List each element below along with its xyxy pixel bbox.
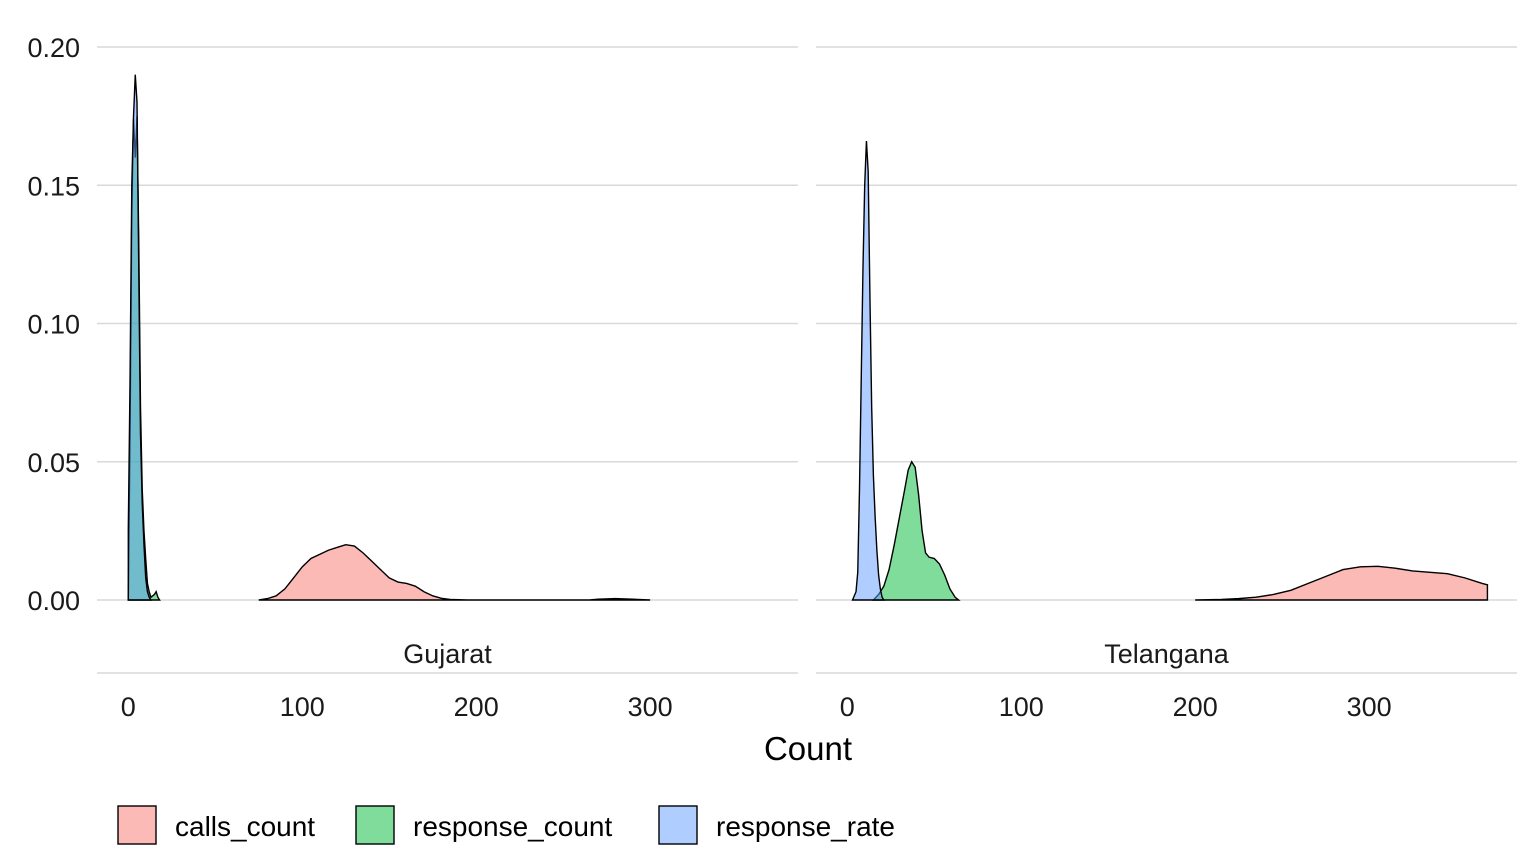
- density-calls-count: [1195, 565, 1489, 601]
- y-axis: 0.00 0.05 0.10 0.15 0.20: [27, 33, 80, 616]
- legend-item-response-rate: response_rate: [658, 805, 895, 845]
- facet-panel-telangana: Telangana 0 100 200 300: [816, 46, 1517, 722]
- legend-swatch: [117, 805, 157, 845]
- legend-swatch: [658, 805, 698, 845]
- x-tick-label: 300: [628, 692, 673, 722]
- x-tick-label: 200: [454, 692, 499, 722]
- x-tick-label: 0: [840, 692, 855, 722]
- legend-swatch: [355, 805, 395, 845]
- density-response-rate: [127, 74, 153, 601]
- facet-panels: Gujarat 0 100 200 300 Telangana 0 100 200 300: [97, 46, 1517, 722]
- facet-strip-label: Gujarat: [403, 639, 492, 669]
- x-axis-title: Count: [764, 730, 852, 767]
- legend: calls_count response_count response_rate: [117, 805, 895, 845]
- y-tick-label: 0.10: [27, 310, 80, 340]
- x-tick-label: 100: [280, 692, 325, 722]
- density-calls-count: [258, 543, 651, 601]
- x-tick-label: 100: [999, 692, 1044, 722]
- y-tick-label: 0.15: [27, 171, 80, 201]
- y-tick-label: 0.05: [27, 448, 80, 478]
- density-response-rate: [851, 140, 886, 601]
- y-tick-label: 0.00: [27, 586, 80, 616]
- y-tick-label: 0.20: [27, 33, 80, 63]
- legend-label: response_count: [413, 811, 612, 842]
- x-tick-label: 200: [1173, 692, 1218, 722]
- legend-label: calls_count: [175, 811, 315, 842]
- legend-item-calls-count: calls_count: [117, 805, 315, 845]
- density-response-count: [871, 460, 961, 601]
- x-tick-label: 0: [121, 692, 136, 722]
- legend-item-response-count: response_count: [355, 805, 612, 845]
- facet-panel-gujarat: Gujarat 0 100 200 300: [97, 46, 798, 722]
- x-tick-label: 300: [1347, 692, 1392, 722]
- facet-strip-label: Telangana: [1104, 639, 1230, 669]
- legend-label: response_rate: [716, 811, 895, 842]
